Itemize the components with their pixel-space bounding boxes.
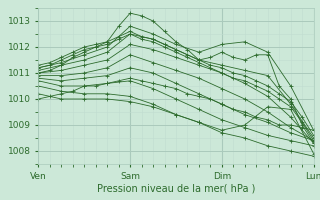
X-axis label: Pression niveau de la mer( hPa ): Pression niveau de la mer( hPa ) bbox=[97, 183, 255, 193]
